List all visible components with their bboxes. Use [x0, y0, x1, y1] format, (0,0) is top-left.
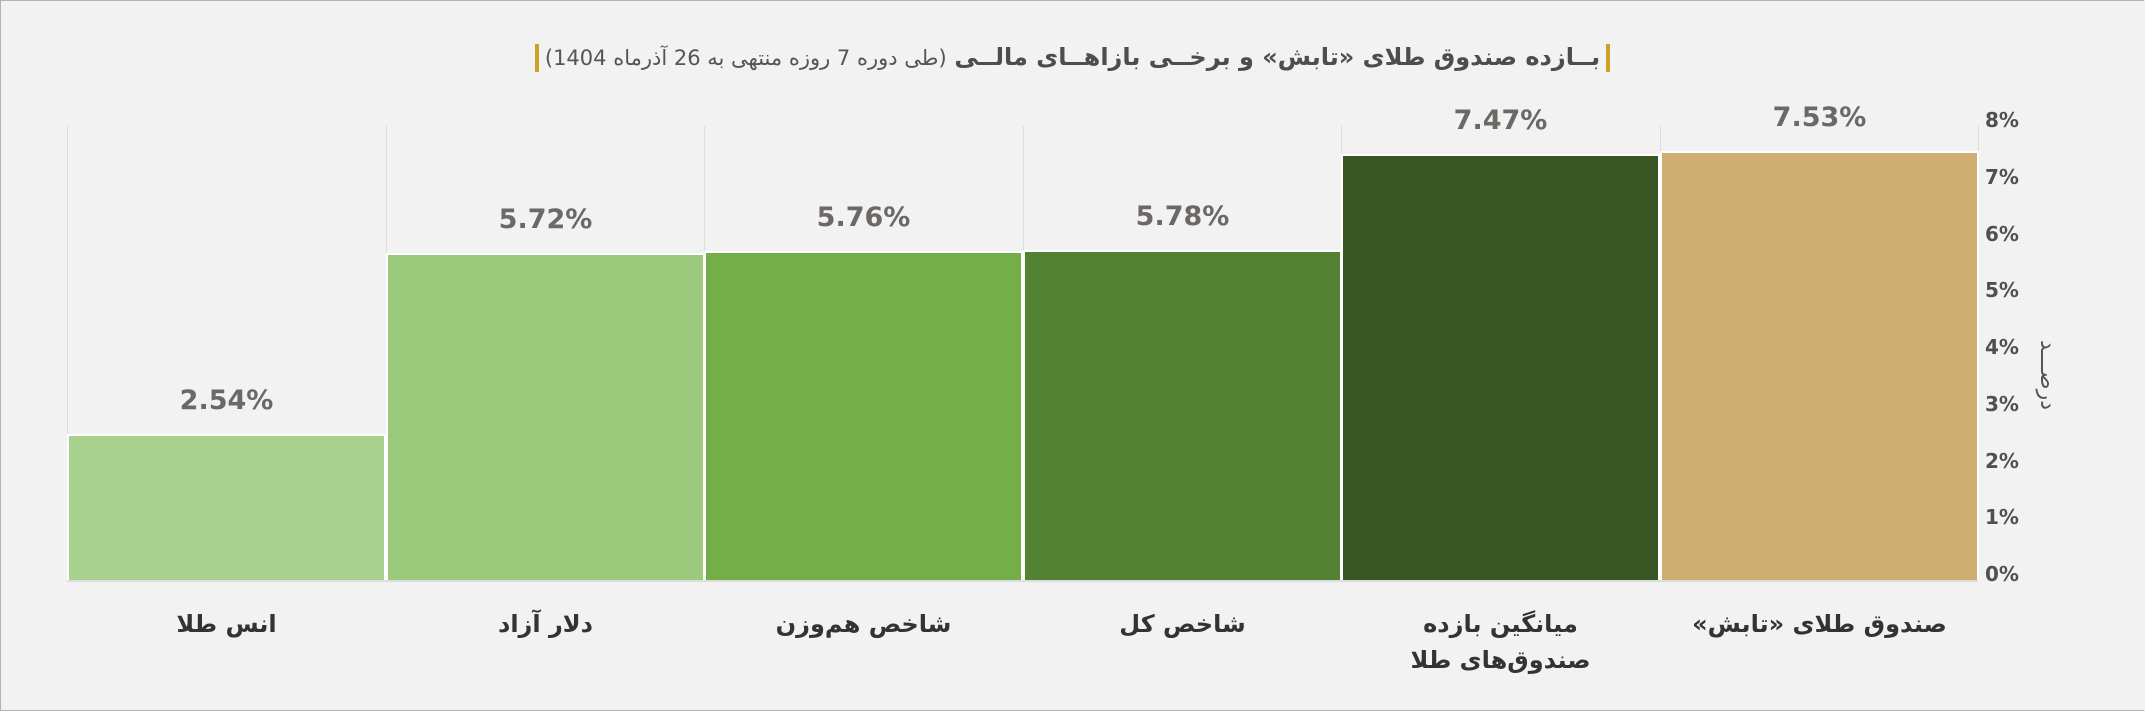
bar[interactable] [1023, 250, 1342, 580]
y-tick-label: 1% [1985, 505, 2019, 530]
title-accent-bar [534, 44, 539, 72]
bar[interactable] [67, 433, 386, 580]
y-tick-label: 6% [1985, 221, 2019, 246]
x-category-label: میانگین بازده صندوق‌های طلا [1410, 610, 1591, 674]
bar[interactable] [1341, 154, 1660, 580]
data-label: 2.54% [179, 384, 274, 416]
y-tick-label: 7% [1985, 164, 2019, 189]
chart-title: بــازده صندوق طلای «تابش» و برخــی بازاه… [0, 40, 2145, 75]
data-label: 7.53% [1772, 101, 1867, 133]
title-accent-bar [1606, 44, 1611, 72]
x-category-label: دلار آزاد [498, 610, 593, 638]
x-category-label: شاخص کل [1119, 610, 1246, 638]
bar-group: 7.53% [1660, 102, 1979, 580]
y-tick-label: 2% [1985, 448, 2019, 473]
title-main: بــازده صندوق طلای «تابش» و برخــی بازاه… [954, 43, 1601, 71]
bar[interactable] [1660, 150, 1979, 580]
y-tick-label: 5% [1985, 278, 2019, 303]
data-label: 5.78% [1135, 201, 1230, 232]
x-axis-baseline [67, 580, 1978, 582]
bar-group: 5.78% [1023, 126, 1342, 580]
y-tick-label: 8% [1985, 108, 2019, 132]
data-label: 5.76% [816, 202, 911, 234]
y-axis-label: درصـــد [2035, 340, 2060, 410]
y-tick-label: 0% [1985, 562, 2019, 586]
y-tick-label: 4% [1985, 335, 2019, 359]
bar-group: 5.72% [386, 126, 705, 580]
bar-group: 7.47% [1341, 105, 1660, 580]
data-label: 5.72% [498, 204, 593, 236]
x-category-label: انس طلا [176, 610, 277, 638]
plot-area: 2.54% 5.72% 5.76% 5.78% 7.47% 7.53% [67, 102, 1979, 582]
gridline [67, 126, 68, 580]
bar-group: 5.76% [704, 126, 1023, 580]
title-subtitle: (طی دوره 7 روزه منتهی به 26 آذرماه 1404) [544, 46, 947, 70]
bar[interactable] [704, 251, 1023, 580]
y-tick-label: 3% [1985, 391, 2019, 416]
bar[interactable] [386, 253, 705, 580]
x-category-label: صندوق طلای «تابش» [1692, 610, 1947, 638]
x-category-label: شاخص هم‌وزن [775, 610, 952, 638]
data-label: 7.47% [1453, 105, 1548, 137]
bar-group: 2.54% [67, 126, 386, 580]
